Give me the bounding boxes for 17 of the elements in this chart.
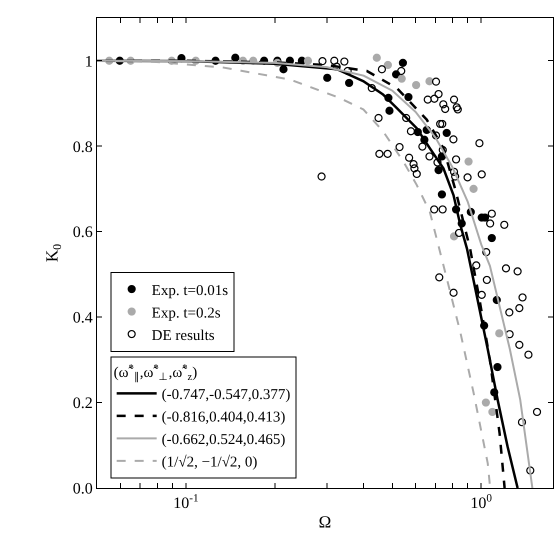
y-tick-label: 0.2	[72, 395, 93, 412]
y-tick-label: 0.0	[72, 480, 93, 498]
legend-label: (1/√2, −1/√2, 0)	[162, 454, 258, 471]
y-tick-label: 0.4	[72, 310, 93, 327]
x-tick-label: 10$^{-1}$	[173, 492, 199, 512]
x-axis-title: Ω	[318, 512, 332, 532]
legend-label: (-0.747,-0.547,0.377)	[162, 387, 290, 404]
x-tick-label: 10$^{0}$	[470, 492, 492, 512]
y-tick-label: 0.6	[72, 224, 93, 242]
legend-label: DE results	[152, 328, 215, 344]
legend-label: (-0.816,0.404,0.413)	[162, 410, 286, 426]
legend-label: Exp. t=0.01s	[152, 282, 228, 299]
legend-label: Exp. t=0.2s	[152, 305, 221, 322]
text: (ω̃$^{*}$$_{∥}$,ω̃$^{*}$$_{⊥}$,ω̃$^{*}$$_{z}$)	[114, 362, 198, 384]
y-tick-label: 0.8	[72, 138, 93, 156]
legend-label: (-0.662,0.524,0.465)	[162, 432, 286, 448]
y-tick-label: 1	[84, 53, 93, 70]
